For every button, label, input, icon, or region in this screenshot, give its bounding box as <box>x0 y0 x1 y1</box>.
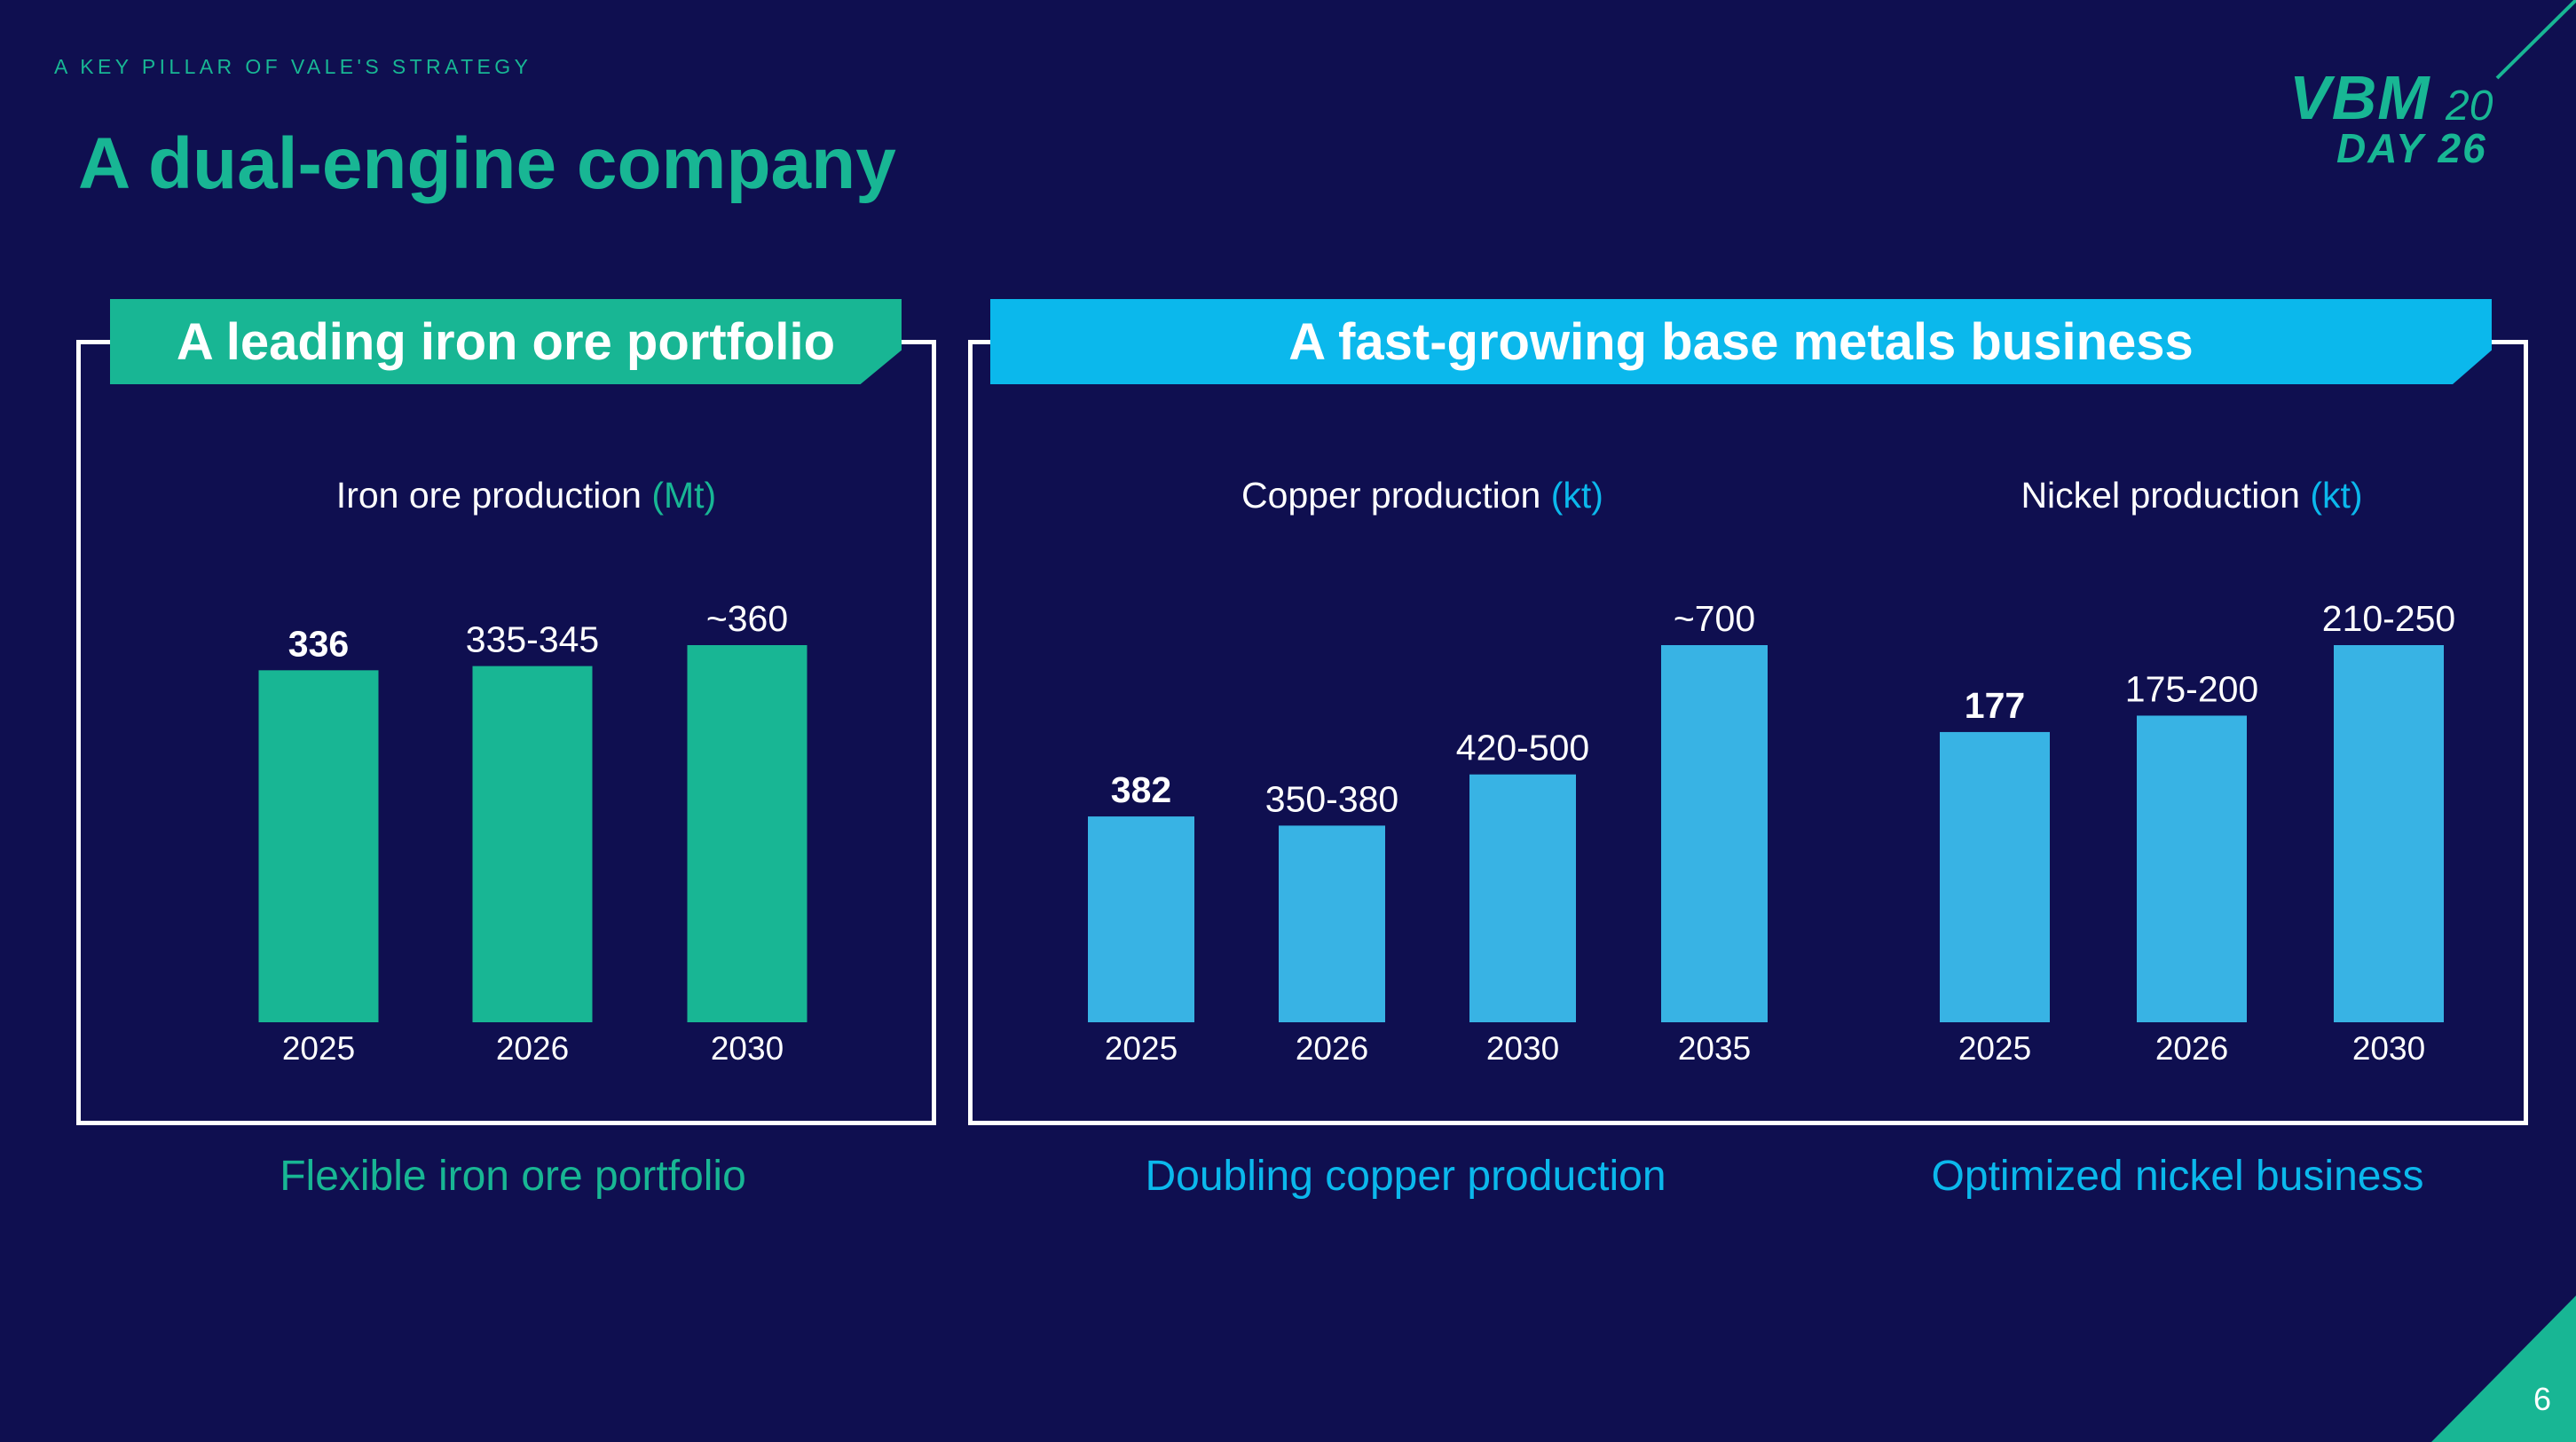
nickel-caption: Optimized nickel business <box>1931 1153 2424 1200</box>
nickel-tick-label-2030: 2030 <box>2352 1030 2425 1067</box>
iron-tick-label-2030: 2030 <box>711 1030 784 1067</box>
page-title: A dual-engine company <box>78 123 896 204</box>
logo-brand: VBM <box>2289 63 2430 132</box>
page-number: 6 <box>2533 1381 2552 1417</box>
nickel-bar-2026 <box>2137 715 2247 1022</box>
copper-bar-2030 <box>1469 774 1576 1022</box>
copper-tick-label-2025: 2025 <box>1105 1030 1178 1067</box>
decorative-diagonal-line <box>2495 0 2576 80</box>
nickel-bar-2025 <box>1940 731 2050 1022</box>
copper-tick-label-2030: 2030 <box>1486 1030 1559 1067</box>
iron-chart-unit: (Mt) <box>651 475 716 516</box>
copper-bar-2035 <box>1661 645 1768 1022</box>
copper-data-label-2026: 350-380 <box>1265 778 1398 819</box>
nickel-data-label-2026: 175-200 <box>2125 668 2258 709</box>
iron-tick-label-2025: 2025 <box>282 1030 355 1067</box>
iron-ore-caption: Flexible iron ore portfolio <box>280 1153 746 1200</box>
iron-tick-label-2026: 2026 <box>496 1030 569 1067</box>
nickel-chart-unit: (kt) <box>2310 475 2362 516</box>
copper-tick-label-2026: 2026 <box>1296 1030 1368 1067</box>
copper-data-label-2025: 382 <box>1111 769 1171 810</box>
nickel-tick-label-2025: 2025 <box>1958 1030 2031 1067</box>
event-logo: VBM 20 DAY 26 <box>2289 62 2556 177</box>
corner-triangle <box>2431 1296 2576 1442</box>
copper-chart-unit: (kt) <box>1551 475 1603 516</box>
copper-data-label-2035: ~700 <box>1674 598 1755 639</box>
copper-chart-title-text: Copper production <box>1241 475 1551 516</box>
copper-chart-title: Copper production (kt) <box>1241 475 1603 516</box>
copper-tick-label-2035: 2035 <box>1678 1030 1751 1067</box>
logo-year-a: 20 <box>2446 83 2493 130</box>
nickel-chart-title-text: Nickel production <box>2021 475 2310 516</box>
logo-event: DAY 26 <box>2336 124 2487 172</box>
iron-chart-title: Iron ore production (Mt) <box>336 475 716 516</box>
iron-data-label-2025: 336 <box>288 623 349 664</box>
iron-data-label-2026: 335-345 <box>466 619 599 660</box>
iron-data-label-2030: ~360 <box>706 598 788 639</box>
logo-event-word: DAY <box>2336 125 2425 171</box>
iron-chart-title-text: Iron ore production <box>336 475 652 516</box>
base-metals-banner: A fast-growing base metals business <box>990 299 2492 384</box>
iron-bar-2025 <box>258 670 379 1022</box>
nickel-data-label-2025: 177 <box>1965 685 2025 726</box>
nickel-tick-label-2026: 2026 <box>2155 1030 2228 1067</box>
iron-bar-2026 <box>472 666 593 1022</box>
copper-bar-2026 <box>1279 825 1385 1022</box>
copper-bar-2025 <box>1088 816 1194 1022</box>
nickel-bar-2030 <box>2334 645 2444 1022</box>
logo-year-b: 26 <box>2438 125 2487 171</box>
section-kicker: A KEY PILLAR OF VALE'S STRATEGY <box>54 55 532 78</box>
copper-data-label-2030: 420-500 <box>1456 728 1589 768</box>
iron-bar-2030 <box>687 645 807 1022</box>
nickel-chart-title: Nickel production (kt) <box>2021 475 2362 516</box>
copper-caption: Doubling copper production <box>1145 1153 1666 1200</box>
iron-ore-banner: A leading iron ore portfolio <box>110 299 902 384</box>
nickel-data-label-2030: 210-250 <box>2322 598 2455 639</box>
